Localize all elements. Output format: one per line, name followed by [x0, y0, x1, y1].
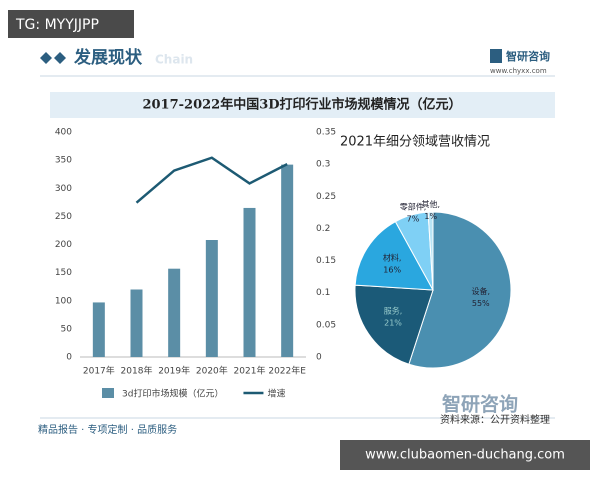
x-tick-label: 2018年	[121, 365, 153, 377]
line	[135, 156, 288, 204]
pie-label: 设备,	[471, 286, 490, 296]
x-tick-label: 2020年	[196, 365, 228, 377]
legend-swatch	[102, 388, 114, 398]
pie-label: 服务,	[384, 306, 403, 316]
chart-title: 2017-2022年中国3D打印行业市场规模情况（亿元）	[142, 97, 461, 113]
pie-label: 材料,	[383, 253, 402, 263]
pie-label: 其他,	[421, 199, 440, 209]
icon	[40, 52, 52, 64]
y-tick-label: 0	[66, 353, 72, 363]
pie-slice	[408, 211, 512, 369]
bar	[130, 289, 143, 357]
y-tick-label: 150	[55, 268, 72, 278]
title-bar	[50, 92, 555, 118]
y2-tick-label: 0.2	[316, 224, 330, 234]
y2-tick-label: 0.1	[316, 288, 330, 298]
footer-logo: 智研咨询	[442, 393, 518, 416]
bar	[281, 164, 294, 357]
overlay-text: TG: MYYJJPP	[15, 17, 99, 33]
y-tick-label: 100	[55, 296, 72, 306]
icon	[54, 52, 66, 64]
pie-value-label: 16%	[383, 266, 401, 275]
overlay-box	[340, 440, 590, 470]
legend-label: 增速	[267, 388, 285, 400]
y2-tick-label: 0	[316, 353, 322, 363]
pie-value-label: 1%	[424, 212, 437, 221]
pie-value-label: 21%	[384, 319, 402, 328]
logo: 智研咨询	[506, 49, 550, 63]
y-tick-label: 200	[55, 240, 72, 250]
pie-slice	[354, 220, 434, 291]
logo-icon	[490, 49, 502, 63]
pie-slice	[427, 211, 434, 291]
y2-tick-label: 0.15	[316, 256, 336, 266]
footer-left: 精品报告 · 专项定制 · 品质服务	[38, 423, 177, 436]
y-tick-label: 400	[55, 128, 72, 138]
y2-tick-label: 0.05	[316, 320, 336, 330]
logo-url: www.chyxx.com	[490, 67, 547, 75]
x-tick-label: 2022年E	[268, 365, 306, 377]
y-tick-label: 250	[55, 212, 72, 222]
bar	[205, 240, 218, 357]
pie-slice	[354, 284, 434, 365]
y2-tick-label: 0.35	[316, 128, 336, 138]
section-watermark: Chain	[155, 53, 193, 67]
y-tick-label: 300	[55, 184, 72, 194]
overlay-box	[8, 10, 134, 38]
y2-tick-label: 0.3	[316, 160, 330, 170]
x-tick-label: 2017年	[83, 365, 115, 377]
pie-title: 2021年细分领域营收情况	[340, 135, 490, 150]
y-tick-label: 50	[61, 324, 73, 334]
x-tick-label: 2019年	[158, 365, 190, 377]
overlay-text: www.clubaomen-duchang.com	[365, 448, 565, 463]
pie-value-label: 55%	[472, 299, 490, 308]
y-tick-label: 350	[55, 156, 72, 166]
section-title: 发展现状	[73, 47, 143, 68]
legend-label: 3d打印市场规模（亿元）	[122, 388, 223, 400]
source: 资料来源：公开资料整理	[440, 413, 550, 426]
x-tick-label: 2021年	[234, 365, 266, 377]
pie-label: 零部件,	[400, 202, 427, 212]
bar	[243, 207, 256, 357]
pie-value-label: 7%	[407, 215, 420, 224]
bar	[168, 268, 181, 357]
y2-tick-label: 0.25	[316, 192, 336, 202]
bar	[92, 302, 105, 357]
